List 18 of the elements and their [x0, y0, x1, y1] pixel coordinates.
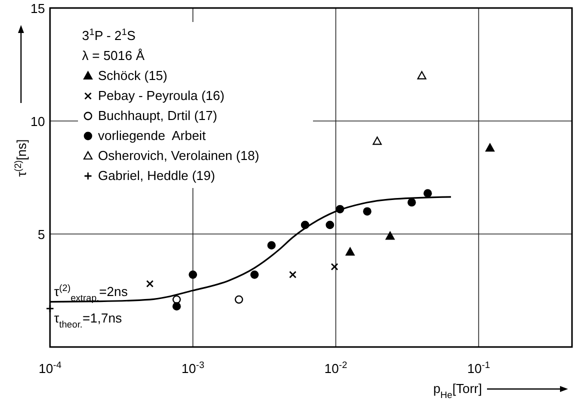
legend-label: Pebay - Peyroula (16)	[98, 88, 224, 103]
y-tick-label: 10	[30, 114, 45, 129]
x-tick-label: 10$^{-2}$	[324, 360, 348, 376]
y-tick-label: 15	[30, 1, 45, 16]
legend-label: Osherovich, Verolainen (18)	[98, 148, 260, 163]
annotation: τ$^{(2)}$$_{extrap.}$=2ns	[54, 282, 128, 303]
y-tick-label: 5	[38, 227, 45, 242]
legend-label: Gabriel, Heddle (19)	[98, 168, 216, 183]
annotation: λ = 5016 Å	[82, 48, 145, 63]
annotation: τ$_{theor.}$=1,7ns	[54, 310, 122, 330]
x-tick-label: 10$^{-1}$	[467, 360, 490, 376]
x-tick-label: 10$^{-4}$	[38, 360, 62, 376]
x-tick-label: 10$^{-3}$	[181, 360, 204, 376]
legend-label: Buchhaupt, Drtil (17)	[98, 108, 218, 123]
legend-label: Schöck (15)	[98, 68, 168, 83]
x-axis-title: p$_{He}$[Torr]	[433, 381, 482, 400]
legend-label: vorliegende Arbeit	[98, 128, 206, 143]
annotation: 3$^{1}$P - 2$^{1}$S	[82, 27, 136, 43]
